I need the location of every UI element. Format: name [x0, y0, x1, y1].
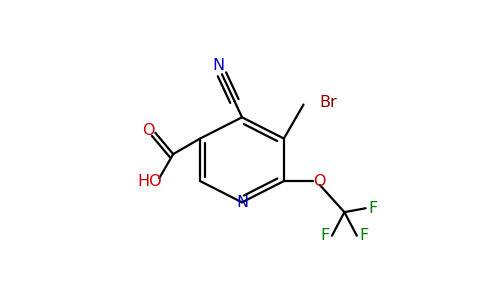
Text: Br: Br	[319, 95, 337, 110]
Text: HO: HO	[137, 174, 162, 189]
Text: F: F	[368, 201, 378, 216]
Text: N: N	[236, 195, 248, 210]
Text: O: O	[314, 174, 326, 189]
Text: F: F	[360, 228, 369, 243]
Text: O: O	[143, 123, 155, 138]
Text: N: N	[212, 58, 224, 74]
Text: F: F	[320, 228, 330, 243]
